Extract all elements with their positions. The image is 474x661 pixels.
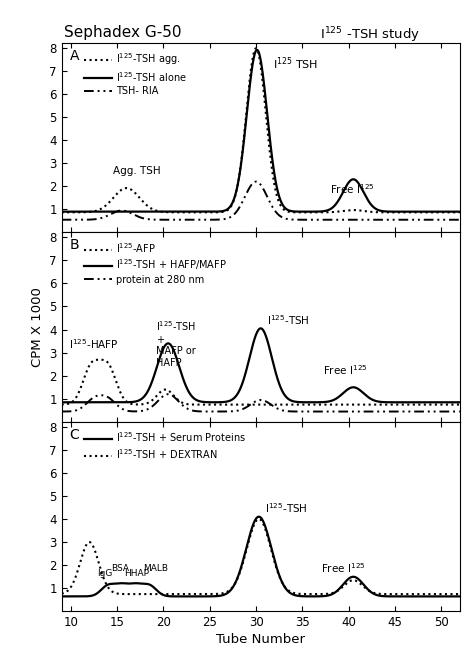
X-axis label: Tube Number: Tube Number	[216, 633, 305, 646]
Text: I$^{125}$-HAFP: I$^{125}$-HAFP	[69, 337, 119, 351]
Legend: I$^{125}$-TSH + Serum Proteins, I$^{125}$-TSH + DEXTRAN: I$^{125}$-TSH + Serum Proteins, I$^{125}…	[81, 427, 250, 465]
Text: I$^{125}$-TSH: I$^{125}$-TSH	[267, 313, 310, 327]
Legend: I$^{125}$-TSH agg., I$^{125}$-TSH alone, TSH- RIA: I$^{125}$-TSH agg., I$^{125}$-TSH alone,…	[81, 48, 191, 100]
Text: B: B	[70, 238, 79, 252]
Text: IgG: IgG	[97, 568, 112, 578]
Text: HHAP: HHAP	[125, 568, 150, 578]
Text: A: A	[70, 49, 79, 63]
Text: MALB: MALB	[143, 564, 168, 573]
Legend: I$^{125}$-AFP, I$^{125}$-TSH + HAFP/MAFP, protein at 280 nm: I$^{125}$-AFP, I$^{125}$-TSH + HAFP/MAFP…	[81, 237, 231, 288]
Text: Agg. TSH: Agg. TSH	[112, 165, 160, 176]
Text: Free I$^{125}$: Free I$^{125}$	[321, 561, 365, 575]
Text: Free I$^{125}$: Free I$^{125}$	[330, 182, 375, 196]
Y-axis label: CPM X 1000: CPM X 1000	[31, 288, 44, 367]
Text: I$^{125}$-TSH
+
MAFP or
HAFP: I$^{125}$-TSH + MAFP or HAFP	[156, 319, 196, 368]
Text: Free I$^{125}$: Free I$^{125}$	[323, 363, 367, 377]
Text: I$^{125}$-TSH: I$^{125}$-TSH	[265, 502, 308, 515]
Text: C: C	[70, 428, 79, 442]
Text: Sephadex G-50: Sephadex G-50	[64, 25, 182, 40]
Text: I$^{125}$ -TSH study: I$^{125}$ -TSH study	[319, 25, 420, 45]
Text: I$^{125}$ TSH: I$^{125}$ TSH	[273, 55, 318, 72]
Text: BSA: BSA	[111, 564, 129, 573]
